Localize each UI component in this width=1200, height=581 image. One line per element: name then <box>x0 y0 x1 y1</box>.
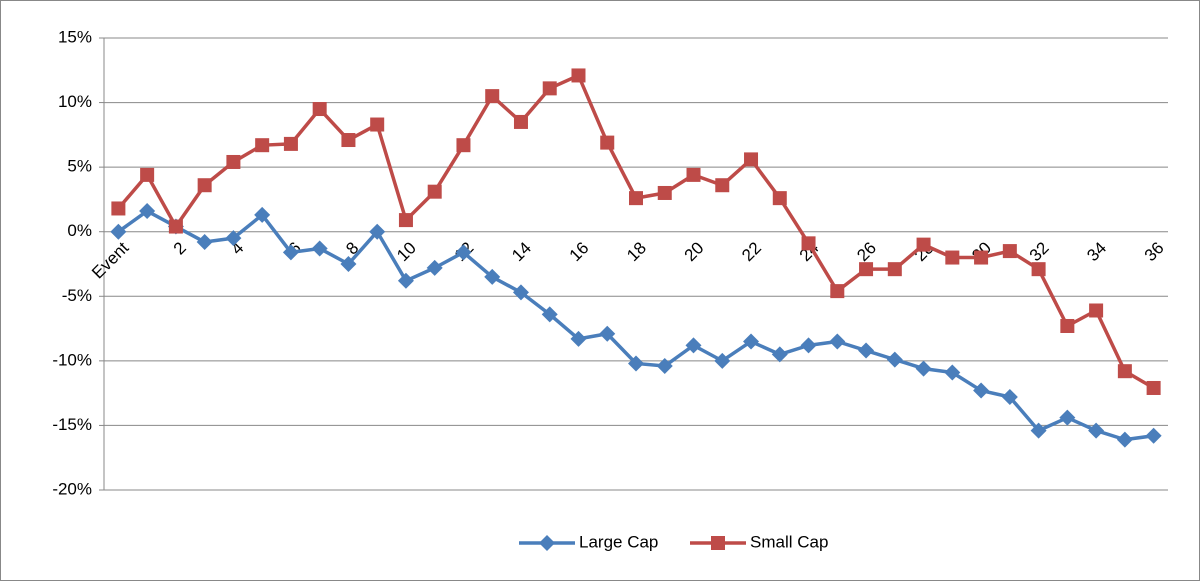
data-point <box>1117 364 1132 379</box>
data-point <box>715 178 730 193</box>
data-point <box>887 262 902 277</box>
data-point <box>427 184 442 199</box>
data-point <box>255 138 270 153</box>
data-point <box>311 240 328 257</box>
data-point <box>541 306 558 323</box>
legend-marker <box>711 536 725 550</box>
data-point <box>513 114 528 129</box>
data-point <box>829 333 846 350</box>
data-point <box>570 330 587 347</box>
data-point <box>369 223 386 240</box>
data-point <box>915 360 932 377</box>
data-point <box>455 244 472 261</box>
data-point <box>1030 422 1047 439</box>
data-point <box>801 236 816 251</box>
data-point <box>743 333 760 350</box>
data-point <box>1146 380 1161 395</box>
data-point <box>916 237 931 252</box>
data-point <box>1089 303 1104 318</box>
data-point <box>512 284 529 301</box>
data-point <box>282 244 299 261</box>
data-point <box>196 234 213 251</box>
data-point <box>772 191 787 206</box>
y-tick-label: -5% <box>62 286 92 305</box>
data-point <box>1116 431 1133 448</box>
data-point <box>1059 409 1076 426</box>
data-point <box>370 117 385 132</box>
data-point <box>312 102 327 117</box>
data-point <box>456 138 471 153</box>
data-point <box>254 206 271 223</box>
data-point <box>974 250 989 265</box>
data-point <box>945 250 960 265</box>
data-point <box>484 268 501 285</box>
data-point <box>1002 244 1017 259</box>
data-point <box>859 262 874 277</box>
legend-marker <box>539 535 555 551</box>
data-point <box>771 346 788 363</box>
data-point <box>686 167 701 182</box>
data-point <box>140 167 155 182</box>
data-point <box>225 230 242 247</box>
data-point <box>197 178 212 193</box>
data-point <box>1145 427 1162 444</box>
y-tick-label: -20% <box>52 479 92 498</box>
y-tick-label: -15% <box>52 415 92 434</box>
data-point <box>168 219 183 234</box>
data-point <box>397 272 414 289</box>
data-point <box>830 284 845 299</box>
y-tick-label: -10% <box>52 350 92 369</box>
data-point <box>139 203 156 220</box>
data-point <box>656 358 673 375</box>
data-point <box>628 355 644 372</box>
data-point <box>283 136 298 151</box>
data-point <box>111 201 126 216</box>
legend-label: Large Cap <box>579 532 658 551</box>
y-tick-label: 0% <box>67 221 92 240</box>
data-point <box>973 382 990 399</box>
data-point <box>485 89 500 104</box>
data-point <box>599 325 616 342</box>
y-tick-label: 5% <box>67 157 92 176</box>
data-point <box>542 81 557 96</box>
data-point <box>110 223 127 240</box>
data-point <box>629 191 643 206</box>
data-point <box>1060 318 1075 333</box>
data-point <box>426 259 443 276</box>
data-point <box>886 351 903 368</box>
data-point <box>657 185 672 200</box>
data-point <box>398 213 413 228</box>
data-point <box>600 135 615 150</box>
data-point <box>340 256 357 272</box>
data-point <box>226 154 241 169</box>
data-point <box>1031 262 1046 277</box>
data-point <box>571 68 586 83</box>
data-point <box>944 364 961 381</box>
data-point <box>685 337 702 354</box>
data-point <box>341 133 356 148</box>
data-point <box>714 352 731 369</box>
data-point <box>744 152 759 167</box>
data-point <box>858 342 875 359</box>
data-point <box>1088 422 1105 439</box>
data-point <box>1001 389 1018 406</box>
legend-label: Small Cap <box>750 532 828 551</box>
y-tick-label: 10% <box>58 92 92 111</box>
data-point <box>800 337 817 354</box>
y-tick-label: 15% <box>58 27 92 46</box>
